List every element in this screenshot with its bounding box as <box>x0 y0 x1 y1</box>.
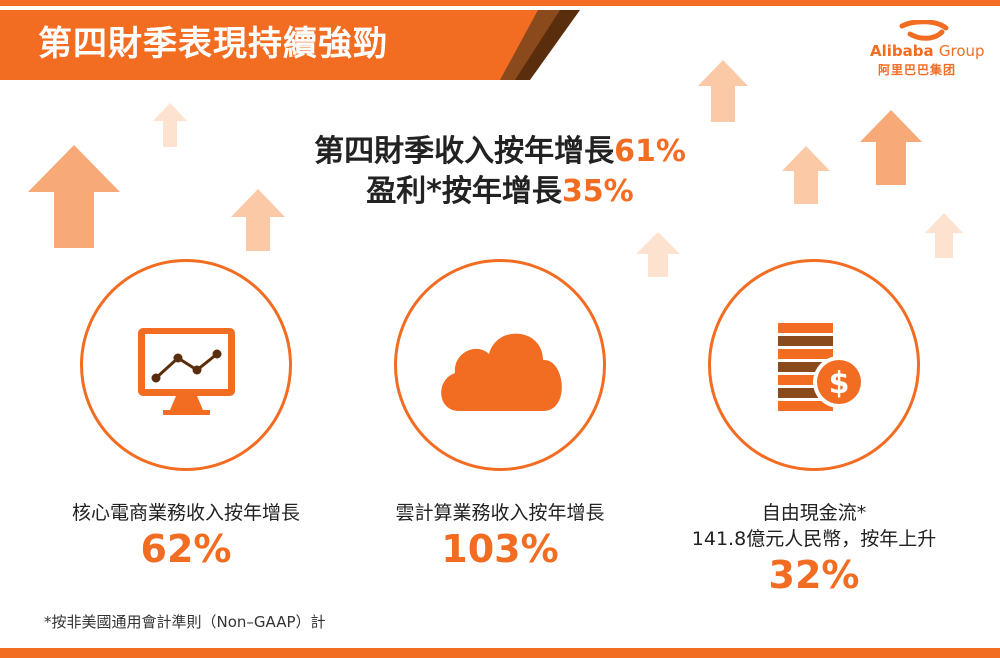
page-title: 第四財季表現持續強勁 <box>38 24 388 64</box>
cashflow-circle: $ <box>708 259 920 471</box>
stat-ecommerce: 核心電商業務收入按年增長 62% <box>36 500 336 572</box>
up-arrow-icon <box>231 189 285 251</box>
stat-sublabel: 141.8億元人民幣，按年上升 <box>691 528 937 550</box>
top-accent-line <box>0 0 1000 6</box>
alibaba-logo: Alibaba Group 阿里巴巴集团 <box>870 20 990 80</box>
bottom-accent-line <box>0 648 1000 658</box>
stat-cashflow: 自由現金流* 141.8億元人民幣，按年上升 32% <box>664 500 964 598</box>
stat-value: 32% <box>768 553 860 597</box>
revenue-growth-value: 61% <box>614 134 686 169</box>
stat-cloud: 雲計算業務收入按年增長 103% <box>350 500 650 572</box>
stat-label: 核心電商業務收入按年增長 <box>71 502 300 524</box>
coins-dollar-icon: $ <box>778 323 865 411</box>
stat-value: 62% <box>140 527 232 571</box>
up-arrow-icon <box>153 103 187 147</box>
title-banner <box>0 10 580 80</box>
up-arrow-icon <box>698 60 748 122</box>
monitor-chart-icon <box>138 328 235 415</box>
up-arrow-icon <box>28 145 120 248</box>
stat-label: 自由現金流* <box>761 502 867 524</box>
headline-profit: 盈利*按年增長35% <box>366 174 634 209</box>
logo-group: Group <box>938 42 985 60</box>
svg-text:$: $ <box>829 366 850 401</box>
alibaba-smile-icon <box>899 20 949 41</box>
up-arrow-icon <box>636 232 680 277</box>
profit-growth-value: 35% <box>561 174 634 209</box>
cloud-icon <box>441 333 562 411</box>
logo-brand: Alibaba <box>870 42 934 60</box>
footnote: *按非美國通用會計準則（Non–GAAP）計 <box>44 613 326 631</box>
up-arrow-icon <box>925 213 963 258</box>
up-arrow-icon <box>782 146 830 204</box>
cloud-circle <box>394 259 606 471</box>
headline-revenue: 第四財季收入按年增長61% <box>314 134 686 169</box>
stat-label: 雲計算業務收入按年增長 <box>395 502 605 524</box>
logo-chinese: 阿里巴巴集团 <box>878 63 957 77</box>
stat-value: 103% <box>441 527 559 571</box>
ecommerce-circle <box>80 259 292 471</box>
headline: 第四財季收入按年增長61% 盈利*按年增長35% <box>200 132 800 212</box>
up-arrow-icon <box>860 110 922 185</box>
